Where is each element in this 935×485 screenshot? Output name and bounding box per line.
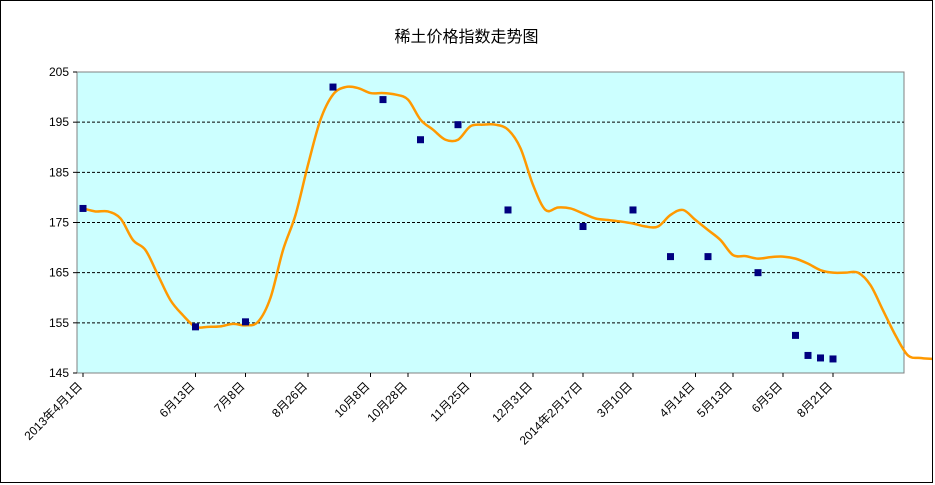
data-point-marker — [792, 331, 799, 339]
x-tick-label: 7月8日 — [211, 379, 247, 415]
x-tick-label: 3月10日 — [594, 379, 635, 420]
data-point-marker — [504, 206, 512, 214]
x-tick-label: 4月14日 — [657, 379, 698, 420]
data-point-marker — [417, 136, 424, 144]
x-tick-label: 6月5日 — [749, 379, 785, 415]
data-point-marker — [79, 204, 87, 212]
x-tick-label: 11月25日 — [427, 379, 472, 424]
x-tick-label: 8月21日 — [794, 379, 835, 420]
data-point-marker — [804, 351, 812, 359]
data-point-marker — [629, 206, 637, 214]
series-line — [82, 85, 932, 361]
y-tick-label: 145 — [49, 366, 69, 380]
y-tick-label: 185 — [49, 165, 69, 179]
data-point-marker — [817, 354, 824, 362]
data-point-marker — [329, 83, 337, 91]
x-tick-label: 10月28日 — [364, 379, 410, 425]
y-tick-label: 195 — [49, 115, 69, 129]
x-tick-label: 6月13日 — [157, 379, 198, 420]
x-tick-label: 2013年4月1日 — [21, 379, 85, 443]
y-tick-label: 175 — [49, 216, 69, 230]
data-point-marker — [829, 355, 837, 363]
data-point-marker — [192, 323, 199, 331]
data-point-marker — [579, 223, 587, 231]
y-tick-label: 205 — [49, 65, 69, 79]
y-tick-label: 155 — [49, 316, 69, 330]
chart-title: 稀土价格指数走势图 — [394, 29, 539, 46]
x-tick-label: 5月13日 — [694, 379, 735, 420]
y-tick-label: 165 — [49, 266, 69, 280]
data-point-marker — [667, 253, 674, 261]
data-point-marker — [242, 318, 249, 326]
data-point-marker — [454, 121, 462, 129]
data-point-marker — [379, 96, 387, 104]
data-point-marker — [704, 253, 712, 261]
data-point-marker — [754, 269, 762, 277]
x-tick-label: 12月31日 — [489, 379, 535, 425]
x-tick-label: 8月26日 — [269, 379, 310, 420]
